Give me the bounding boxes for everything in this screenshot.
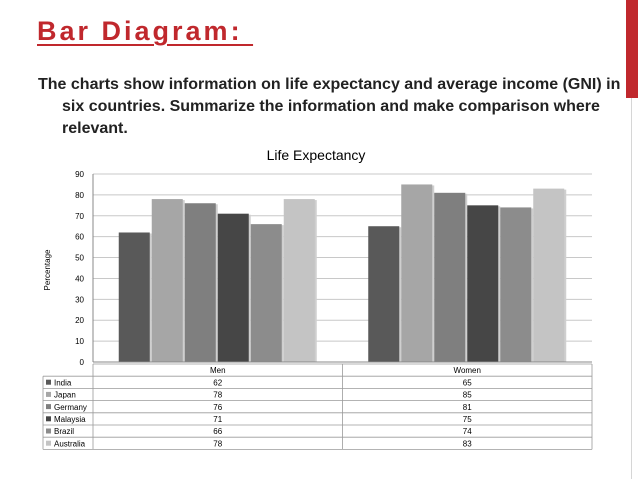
legend-swatch [46, 416, 51, 422]
legend-label: Malaysia [54, 415, 86, 424]
table-value: 76 [213, 403, 222, 412]
table-value: 81 [463, 403, 472, 412]
legend-swatch [46, 404, 51, 410]
legend-swatch [46, 440, 51, 446]
legend-label: Germany [54, 403, 87, 412]
legend-swatch [46, 428, 51, 434]
bar-brazil-women [500, 207, 532, 362]
slide-title: Bar Diagram: [37, 16, 254, 46]
y-tick-label: 60 [75, 233, 84, 242]
bars [118, 184, 567, 362]
y-tick-label: 50 [75, 254, 84, 263]
legend-swatch [46, 391, 51, 397]
legend-label: Australia [54, 439, 86, 448]
table-value: 85 [463, 391, 472, 400]
y-axis-label: Percentage [43, 249, 52, 290]
y-tick-label: 30 [75, 295, 84, 304]
table-value: 66 [213, 427, 222, 436]
bar-australia-women [533, 188, 565, 362]
y-tick-label: 20 [75, 316, 84, 325]
y-tick-labels: 0 10 20 30 40 50 60 70 80 90 [75, 170, 84, 367]
y-tick-label: 90 [75, 170, 84, 179]
table-value: 83 [463, 439, 472, 448]
table-value: 62 [213, 378, 222, 387]
divider-line [631, 98, 632, 479]
y-tick-label: 10 [75, 337, 84, 346]
axes [92, 174, 592, 363]
legend-label: Brazil [54, 427, 74, 436]
x-tick-label: Men [210, 366, 226, 375]
data-table: Men Women India 62 65 Japan 78 85 Germany 76 81 Mal… [42, 363, 593, 450]
bar-india-women [368, 226, 400, 362]
bar-japan-women [401, 184, 433, 362]
chart-title: Life Expectancy [267, 147, 366, 163]
y-tick-label: 80 [75, 191, 84, 200]
bar-japan-men [151, 199, 183, 362]
bar-brazil-men [250, 224, 282, 362]
y-tick-label: 40 [75, 274, 84, 283]
x-tick-label: Women [454, 366, 481, 375]
bar-malaysia-women [467, 205, 499, 362]
bar-india-men [118, 232, 150, 362]
table-value: 78 [213, 391, 222, 400]
legend-label: Japan [54, 391, 76, 400]
table-value: 65 [463, 378, 472, 387]
table-value: 78 [213, 439, 222, 448]
legend-swatch [46, 379, 51, 385]
legend-label: India [54, 378, 72, 387]
prompt-text: The charts show information on life expe… [38, 76, 621, 137]
y-tick-label: 0 [80, 358, 85, 367]
table-value: 71 [213, 415, 222, 424]
bar-malaysia-men [217, 213, 249, 362]
bar-germany-women [434, 192, 466, 362]
accent-bar [626, 0, 638, 98]
y-tick-label: 70 [75, 212, 84, 221]
table-value: 75 [463, 415, 472, 424]
table-value: 74 [463, 427, 472, 436]
bar-germany-men [184, 203, 216, 362]
bar-australia-men [283, 199, 315, 362]
